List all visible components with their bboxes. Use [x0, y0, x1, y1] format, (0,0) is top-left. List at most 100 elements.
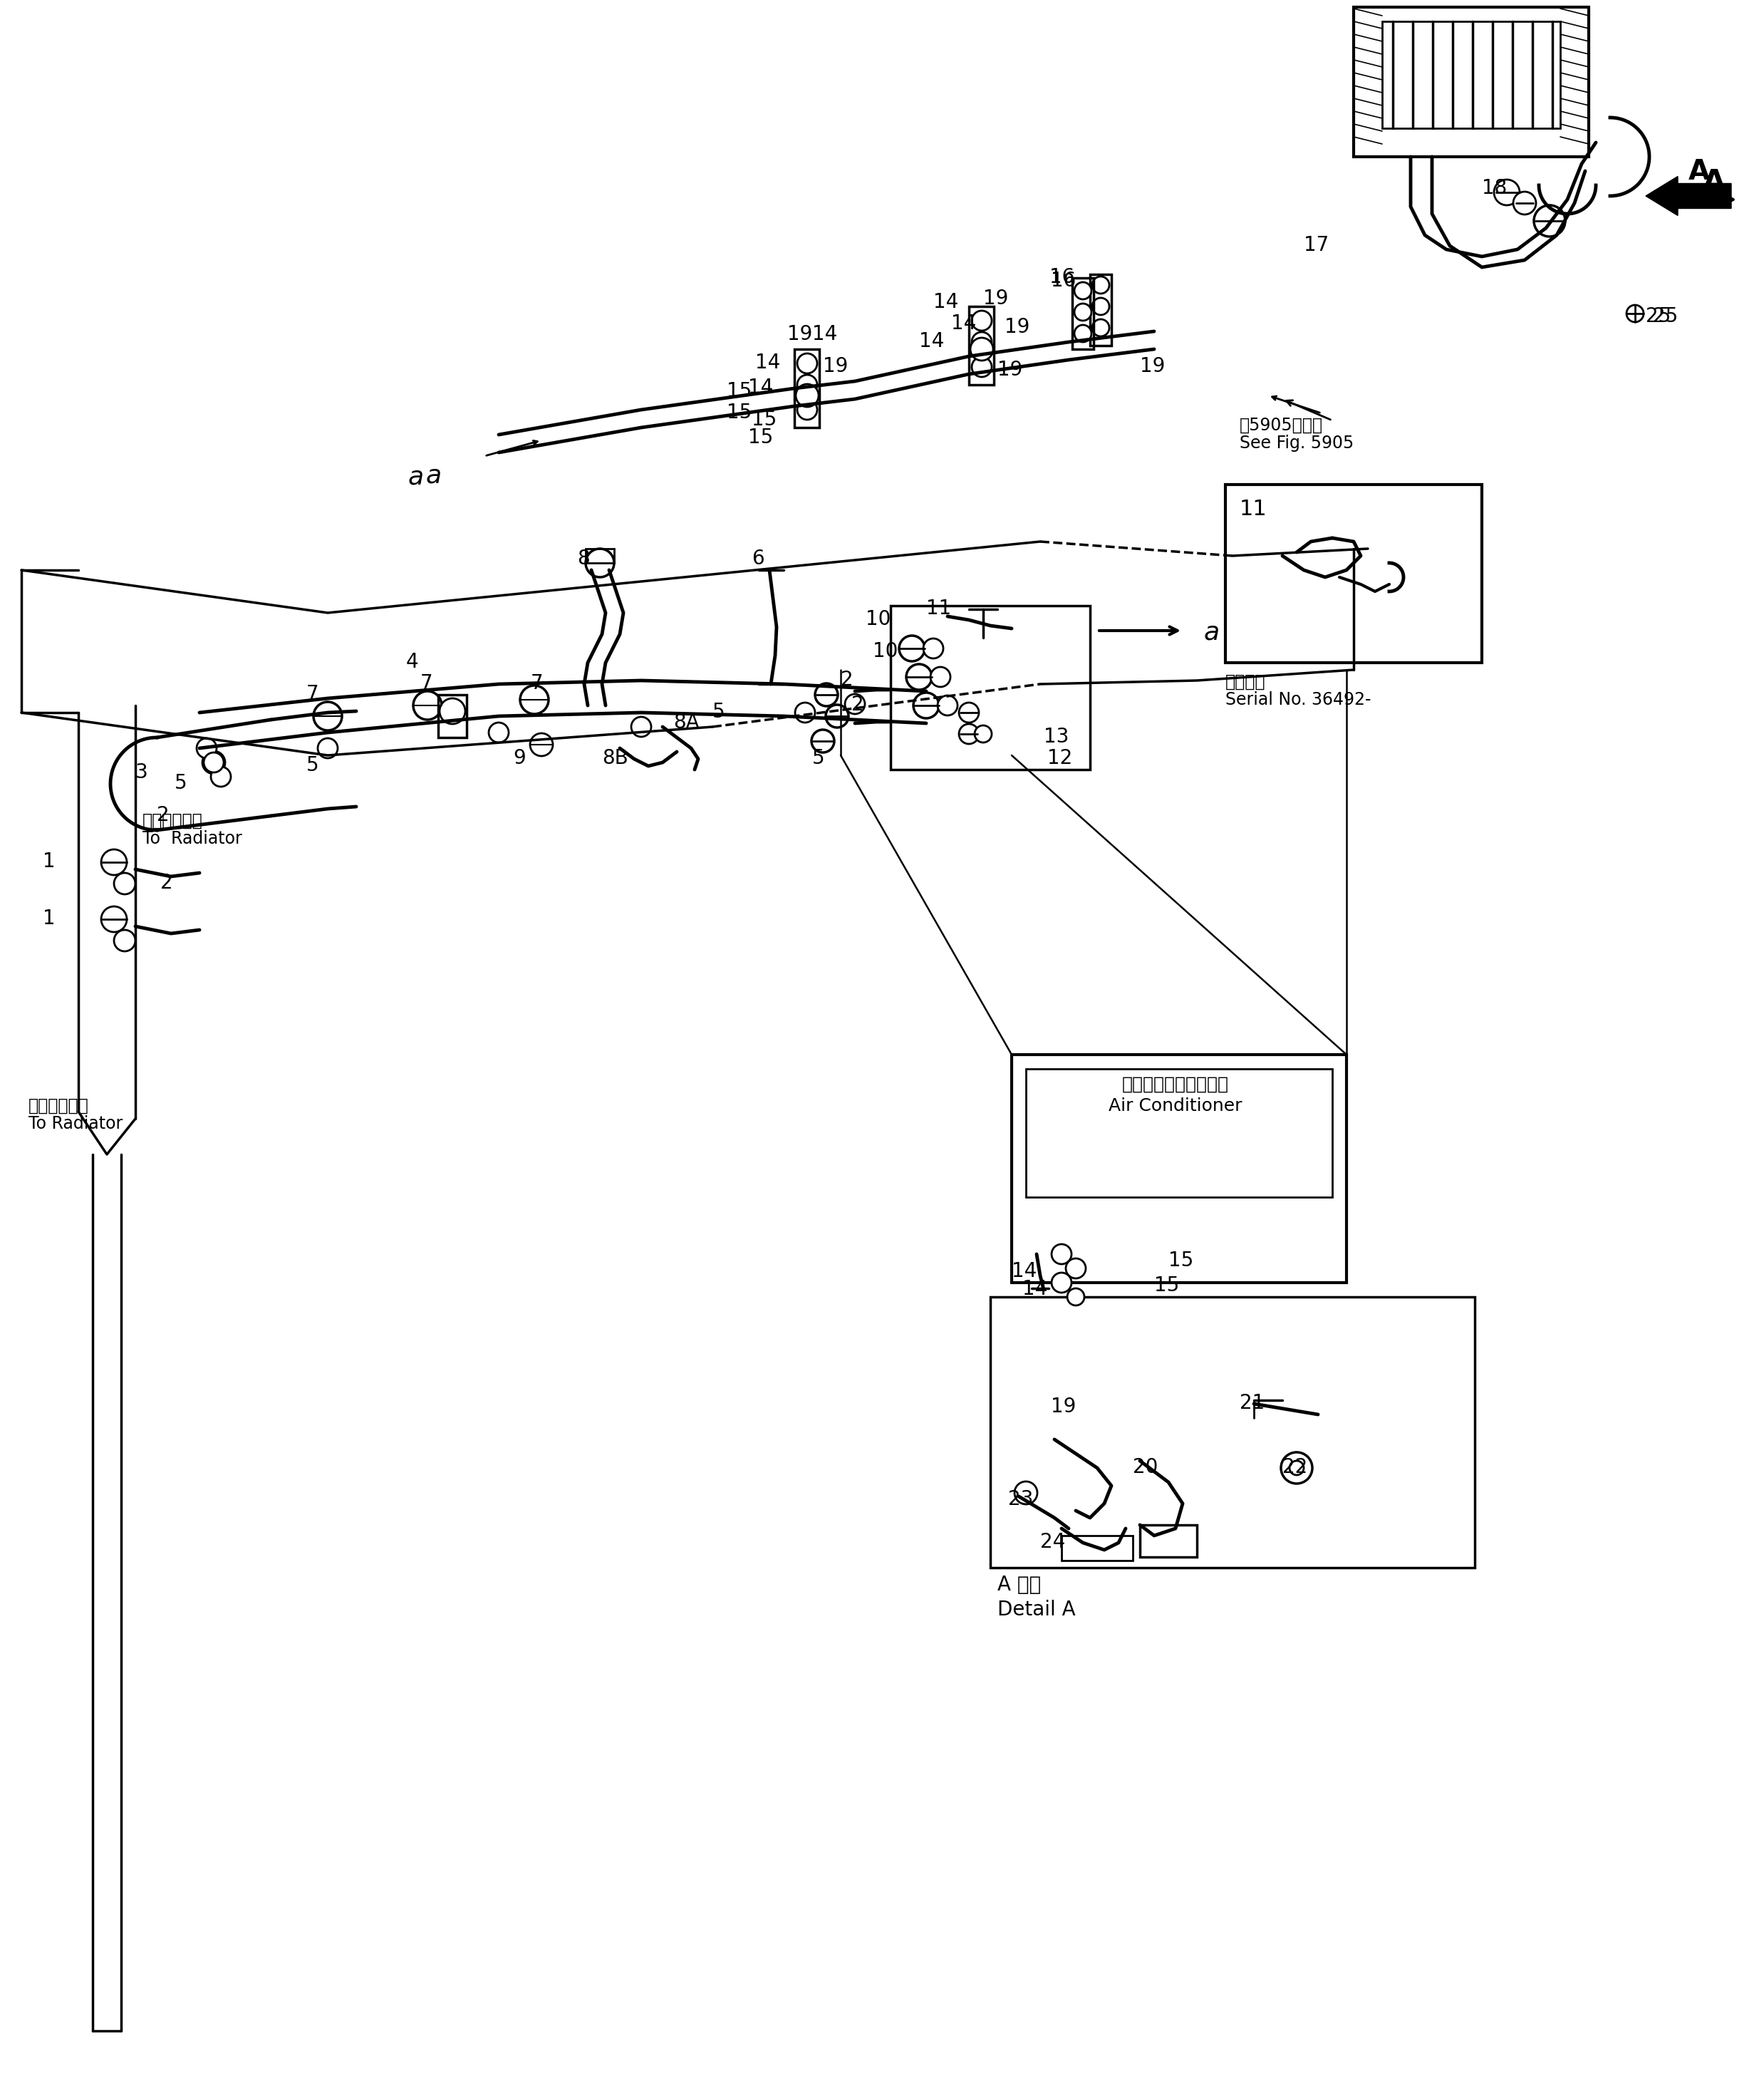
Text: 14: 14 [811, 324, 838, 345]
Text: 19: 19 [983, 288, 1009, 309]
Text: ラジエータへ: ラジエータへ [28, 1097, 88, 1114]
Text: A: A [1702, 167, 1725, 196]
Bar [990, 1298, 1475, 1568]
Bar [1090, 274, 1111, 345]
Bar [1027, 1068, 1332, 1198]
Text: 8: 8 [577, 550, 589, 568]
Text: 16: 16 [1051, 272, 1076, 291]
Text: 14: 14 [755, 353, 780, 372]
Circle shape [115, 930, 136, 951]
Circle shape [972, 357, 991, 376]
Text: 14: 14 [1023, 1279, 1048, 1300]
Text: 7: 7 [420, 673, 432, 694]
Text: 11: 11 [1240, 500, 1267, 520]
Text: 21: 21 [1240, 1394, 1265, 1413]
Text: To Radiator: To Radiator [28, 1116, 123, 1133]
Circle shape [975, 725, 991, 742]
Text: 14: 14 [933, 293, 958, 311]
Circle shape [1092, 299, 1110, 316]
Text: Detail A: Detail A [997, 1599, 1076, 1620]
Bar [1062, 1536, 1132, 1561]
Text: 17: 17 [1304, 236, 1328, 255]
Circle shape [314, 702, 342, 729]
Circle shape [205, 752, 224, 773]
Circle shape [797, 353, 817, 374]
Text: 2: 2 [841, 669, 854, 690]
Text: 11: 11 [926, 598, 951, 619]
Text: 2: 2 [852, 694, 864, 715]
Circle shape [1067, 1287, 1085, 1306]
Circle shape [923, 637, 944, 658]
Text: A: A [1688, 159, 1709, 186]
Circle shape [1281, 1453, 1312, 1484]
Circle shape [845, 694, 864, 715]
Text: 19: 19 [1051, 1396, 1076, 1417]
Circle shape [972, 311, 991, 330]
Circle shape [797, 399, 817, 420]
Circle shape [632, 717, 651, 738]
Circle shape [972, 332, 991, 351]
Bar [1383, 21, 1559, 127]
Circle shape [796, 702, 815, 723]
Text: 18: 18 [1482, 178, 1506, 199]
Text: ラジエータへ: ラジエータへ [143, 813, 203, 830]
Text: 14: 14 [951, 314, 975, 334]
Text: 15: 15 [751, 410, 776, 431]
Circle shape [101, 849, 127, 876]
Circle shape [1092, 320, 1110, 336]
Text: 25: 25 [1646, 307, 1671, 326]
Bar [794, 349, 818, 428]
Circle shape [413, 692, 441, 719]
Circle shape [196, 738, 217, 759]
Text: 15: 15 [748, 428, 773, 447]
Circle shape [826, 704, 848, 727]
Circle shape [914, 692, 938, 719]
Circle shape [1014, 1482, 1037, 1505]
Circle shape [900, 635, 924, 660]
Text: 4: 4 [406, 652, 418, 673]
Text: 7: 7 [531, 673, 543, 694]
Bar [1073, 278, 1094, 349]
Text: 3: 3 [136, 763, 148, 782]
Text: 15: 15 [1168, 1250, 1194, 1271]
Circle shape [1051, 1244, 1071, 1264]
Circle shape [1065, 1258, 1087, 1279]
Text: 15: 15 [727, 380, 751, 401]
Text: 12: 12 [1048, 748, 1073, 769]
Text: A 詳細: A 詳細 [997, 1574, 1041, 1595]
Circle shape [586, 550, 614, 577]
Bar [1353, 6, 1589, 157]
Circle shape [1626, 305, 1644, 322]
Text: 20: 20 [1132, 1457, 1157, 1478]
Text: 15: 15 [1154, 1275, 1180, 1296]
Text: a: a [407, 464, 423, 489]
Circle shape [318, 738, 337, 759]
Bar [891, 606, 1090, 769]
Circle shape [1535, 205, 1565, 236]
Circle shape [1074, 324, 1092, 343]
Circle shape [907, 665, 931, 690]
Text: 5: 5 [175, 773, 187, 792]
Circle shape [938, 696, 958, 715]
Circle shape [796, 385, 818, 408]
Text: 16: 16 [1050, 268, 1074, 286]
Circle shape [1514, 192, 1536, 215]
Circle shape [970, 339, 993, 362]
Circle shape [101, 907, 127, 932]
Text: 22: 22 [1282, 1457, 1307, 1478]
Bar [1013, 1055, 1346, 1283]
Circle shape [960, 723, 979, 744]
Text: 14: 14 [1013, 1260, 1037, 1281]
Text: 13: 13 [1044, 727, 1069, 746]
Text: 8B: 8B [602, 748, 628, 769]
Circle shape [1074, 303, 1092, 320]
Circle shape [960, 702, 979, 723]
Text: 2: 2 [161, 874, 173, 892]
Circle shape [1074, 282, 1092, 299]
Circle shape [815, 683, 838, 706]
Text: 7: 7 [307, 683, 319, 704]
Text: Air Conditioner: Air Conditioner [1110, 1097, 1242, 1114]
Text: 9: 9 [513, 748, 526, 769]
FancyArrow shape [1646, 176, 1730, 215]
Text: 第5905図参照: 第5905図参照 [1240, 416, 1323, 435]
